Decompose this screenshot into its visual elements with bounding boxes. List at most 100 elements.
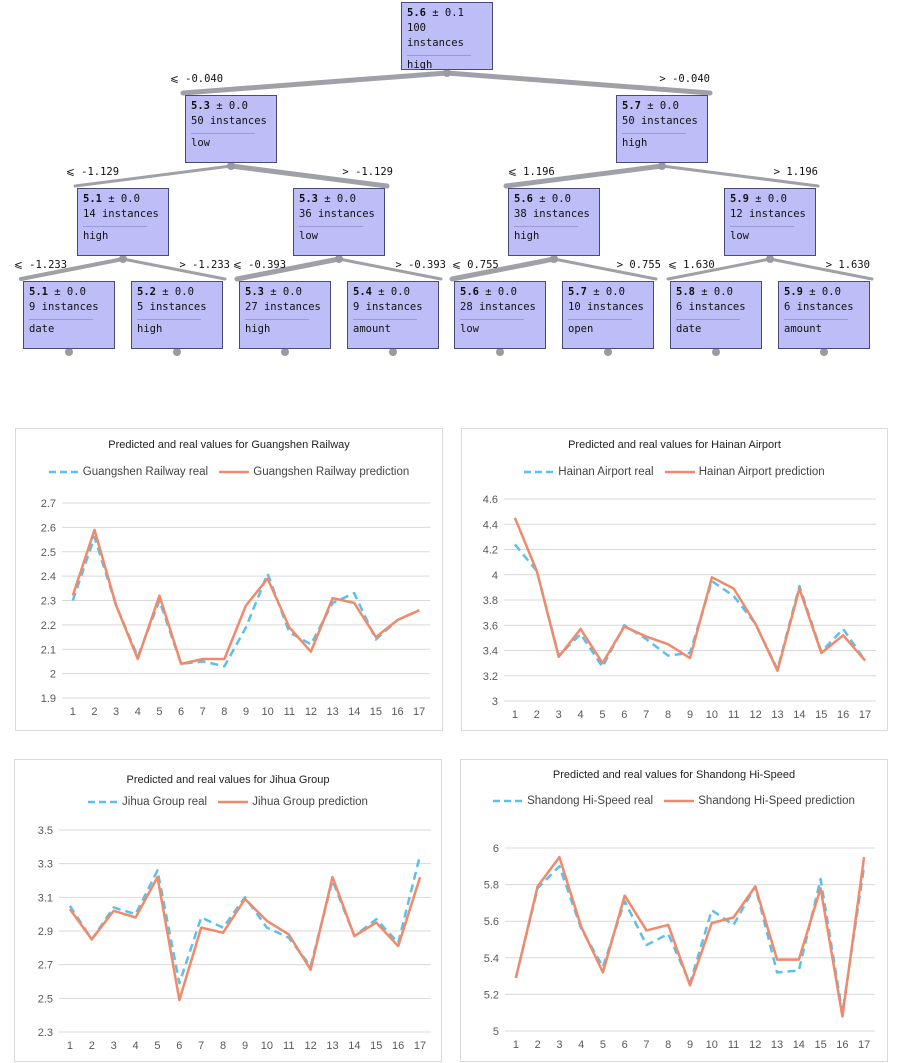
- x-tick-label: 9: [687, 709, 693, 721]
- split-threshold-label: ⩽ -1.233: [14, 259, 67, 271]
- node-sd: ± 0.0: [586, 286, 625, 298]
- chart-legend: Hainan Airport real Hainan Airport predi…: [462, 466, 887, 478]
- node-divider: [676, 319, 740, 320]
- node-sd: ± 0.0: [748, 193, 787, 205]
- series-line-real: [68, 854, 422, 985]
- split-threshold-label: > -1.233: [179, 259, 230, 271]
- tree-node-rr[interactable]: 5.9 ± 0.0 12 instances low: [724, 188, 816, 256]
- y-tick-label: 2.5: [41, 547, 56, 559]
- node-connector-dot: [550, 255, 558, 263]
- node-class-label: amount: [353, 323, 391, 335]
- x-tick-label: 9: [242, 1040, 248, 1052]
- tree-edge: [19, 257, 125, 281]
- node-sd: ± 0.0: [371, 286, 410, 298]
- node-class-label: open: [568, 323, 594, 335]
- x-tick-label: 15: [370, 706, 382, 718]
- split-threshold-label: ⩽ 0.755: [452, 259, 499, 271]
- tree-node-lr[interactable]: 5.3 ± 0.0 36 instances low: [293, 188, 385, 256]
- split-threshold-label: > -0.393: [395, 259, 446, 271]
- x-tick-label: 7: [198, 1040, 204, 1052]
- tree-edge: [768, 257, 874, 281]
- series-line-real: [71, 535, 420, 668]
- node-connector-dot: [281, 348, 289, 356]
- y-tick-label: 5.2: [484, 989, 499, 1001]
- y-tick-label: 5.8: [484, 880, 499, 892]
- chart-plot: 2.32.52.72.93.13.33.51 2 3 4 5 6 7 8 9 10 11 12 13 14…: [38, 825, 431, 1052]
- node-class-label: low: [460, 323, 479, 335]
- node-class-label: date: [676, 323, 702, 335]
- node-sd: ± 0.0: [209, 100, 248, 112]
- y-tick-label: 2: [50, 669, 56, 681]
- tree-node-rrr[interactable]: 5.9 ± 0.0 6 instances amount: [778, 281, 870, 349]
- node-connector-dot: [227, 162, 235, 170]
- x-tick-label: 17: [413, 706, 425, 718]
- legend-item-real: Jihua Group real: [88, 796, 208, 808]
- series-line-prediction: [513, 517, 867, 672]
- tree-node-lrl[interactable]: 5.3 ± 0.0 27 instances high: [239, 281, 331, 349]
- x-tick-label: 1: [70, 706, 76, 718]
- node-divider: [29, 319, 93, 320]
- tree-node-lrr[interactable]: 5.4 ± 0.0 9 instances amount: [347, 281, 439, 349]
- tree-edge: [503, 163, 665, 189]
- x-tick-label: 16: [391, 706, 403, 718]
- tree-node-ll[interactable]: 5.1 ± 0.0 14 instances high: [77, 188, 169, 256]
- tree-node-rl[interactable]: 5.6 ± 0.0 38 instances high: [508, 188, 600, 256]
- tree-node-r[interactable]: 5.7 ± 0.0 50 instances high: [616, 95, 708, 163]
- node-divider: [784, 319, 848, 320]
- tree-node-lll[interactable]: 5.1 ± 0.0 9 instances date: [23, 281, 115, 349]
- y-tick-label: 2.7: [38, 960, 53, 972]
- tree-node-l[interactable]: 5.3 ± 0.0 50 instances low: [185, 95, 277, 163]
- chart-plot: 1.922.12.22.32.42.52.62.71 2 3 4 5 6 7 8 9 10 11 12…: [41, 498, 430, 718]
- tree-node-rll[interactable]: 5.6 ± 0.0 28 instances low: [454, 281, 546, 349]
- split-threshold-label: ⩽ -0.393: [233, 259, 286, 271]
- x-tick-label: 4: [133, 1040, 139, 1052]
- node-class-label: amount: [784, 323, 822, 335]
- node-class-label: date: [29, 323, 55, 335]
- y-tick-label: 5: [493, 1026, 499, 1038]
- tree-node-rrl[interactable]: 5.8 ± 0.0 6 instances date: [670, 281, 762, 349]
- tree-edge: [552, 257, 658, 281]
- tree-edge: [180, 70, 450, 96]
- tree-edge: [337, 257, 443, 281]
- x-tick-label: 13: [771, 1039, 783, 1051]
- node-class-label: low: [299, 230, 318, 242]
- tree-edge: [444, 70, 713, 96]
- chart-panel-jihua-group: Predicted and real values for Jihua Grou…: [14, 759, 442, 1062]
- node-class-label: low: [730, 230, 749, 242]
- tree-node-rlr[interactable]: 5.7 ± 0.0 10 instances open: [562, 281, 654, 349]
- x-tick-label: 12: [305, 1040, 317, 1052]
- y-tick-label: 3.2: [483, 671, 498, 683]
- x-tick-label: 15: [814, 1039, 826, 1051]
- x-tick-label: 7: [643, 1039, 649, 1051]
- chart-panel-shandong-hi-speed: Predicted and real values for Shandong H…: [460, 759, 888, 1062]
- x-tick-label: 3: [111, 1040, 117, 1052]
- chart-panel-hainan-airport: Predicted and real values for Hainan Air…: [461, 428, 888, 731]
- chart-title: Predicted and real values for Jihua Grou…: [126, 774, 330, 786]
- x-tick-label: 5: [600, 1039, 606, 1051]
- x-tick-label: 6: [622, 1039, 628, 1051]
- node-connector-dot: [335, 255, 343, 263]
- y-tick-label: 2.4: [41, 571, 56, 583]
- tree-node-llr[interactable]: 5.2 ± 0.0 5 instances high: [131, 281, 223, 349]
- x-tick-label: 13: [326, 1040, 338, 1052]
- node-instances: 50 instances: [622, 115, 698, 127]
- node-sd: ± 0.0: [155, 286, 194, 298]
- node-divider: [137, 319, 201, 320]
- y-tick-label: 2.7: [41, 498, 56, 510]
- x-tick-label: 7: [643, 709, 649, 721]
- node-sd: ± 0.0: [802, 286, 841, 298]
- x-tick-label: 3: [113, 706, 119, 718]
- legend-item-prediction: Guangshen Railway prediction: [219, 466, 410, 478]
- tree-node-root[interactable]: 5.6 ± 0.1 100 instances high: [401, 2, 493, 71]
- node-sd: ± 0.0: [47, 286, 86, 298]
- x-tick-label: 2: [91, 706, 97, 718]
- y-tick-label: 2.2: [41, 620, 56, 632]
- y-tick-label: 3.1: [38, 892, 53, 904]
- y-tick-label: 3: [492, 696, 498, 708]
- x-tick-label: 10: [261, 1040, 273, 1052]
- y-tick-label: 5.6: [484, 916, 499, 928]
- x-tick-label: 10: [262, 706, 274, 718]
- x-tick-label: 11: [283, 1040, 294, 1052]
- node-mean: 5.1: [29, 286, 48, 298]
- y-tick-label: 6: [493, 843, 499, 855]
